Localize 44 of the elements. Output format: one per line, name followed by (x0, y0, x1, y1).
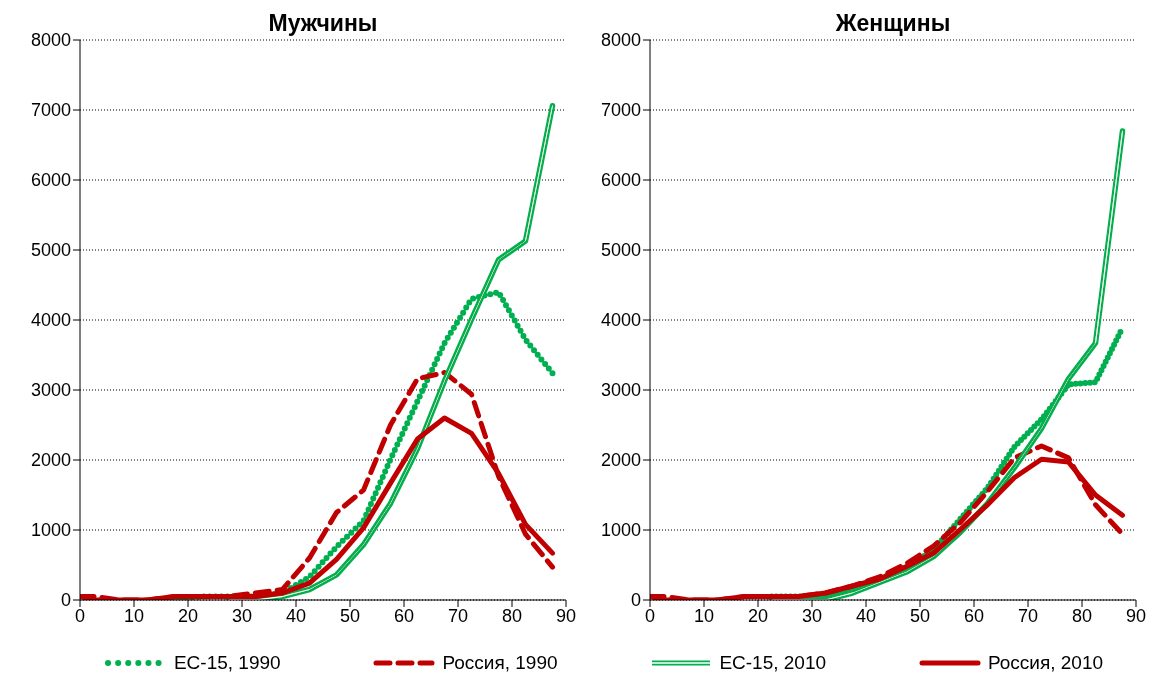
x-tick-label: 20 (747, 605, 769, 626)
y-tick-label: 7000 (600, 100, 641, 121)
y-tick-label: 8000 (600, 30, 641, 51)
x-tick-label: 50 (909, 605, 931, 626)
legend-label: Россия, 2010 (987, 652, 1104, 674)
x-tick-label: 90 (555, 605, 577, 626)
x-tick-label: 80 (1071, 605, 1093, 626)
x-tick-label: 30 (801, 605, 823, 626)
legend-label: Россия, 1990 (442, 652, 558, 674)
chart-title: Женщины (835, 10, 951, 36)
y-tick-label: 5000 (600, 240, 641, 261)
y-tick-label: 2000 (600, 450, 641, 471)
x-tick-label: 20 (177, 605, 199, 626)
legend-label: ЕС-15, 1990 (173, 652, 281, 674)
x-tick-label: 50 (339, 605, 361, 626)
x-tick-label: 60 (963, 605, 985, 626)
y-tick-label: 0 (630, 590, 641, 611)
x-tick-label: 80 (501, 605, 523, 626)
y-tick-label: 6000 (600, 170, 641, 191)
y-tick-label: 2000 (30, 450, 71, 471)
x-tick-label: 60 (393, 605, 415, 626)
x-tick-label: 0 (74, 605, 86, 626)
x-tick-label: 0 (644, 605, 656, 626)
x-tick-label: 10 (693, 605, 715, 626)
y-tick-label: 0 (60, 590, 71, 611)
x-tick-label: 10 (123, 605, 145, 626)
y-tick-label: 1000 (30, 520, 71, 541)
y-tick-label: 7000 (30, 100, 71, 121)
y-tick-label: 8000 (30, 30, 71, 51)
y-tick-label: 4000 (600, 310, 641, 331)
y-tick-label: 5000 (30, 240, 71, 261)
x-tick-label: 70 (447, 605, 469, 626)
x-tick-label: 30 (231, 605, 253, 626)
x-tick-label: 40 (285, 605, 307, 626)
y-tick-label: 6000 (30, 170, 71, 191)
chart-title: Мужчины (268, 10, 378, 36)
x-tick-label: 40 (855, 605, 877, 626)
y-tick-label: 3000 (600, 380, 641, 401)
x-tick-label: 70 (1017, 605, 1039, 626)
x-tick-label: 90 (1125, 605, 1147, 626)
legend-label: ЕС-15, 2010 (719, 652, 827, 674)
y-tick-label: 1000 (600, 520, 641, 541)
y-tick-label: 3000 (30, 380, 71, 401)
y-tick-label: 4000 (30, 310, 71, 331)
